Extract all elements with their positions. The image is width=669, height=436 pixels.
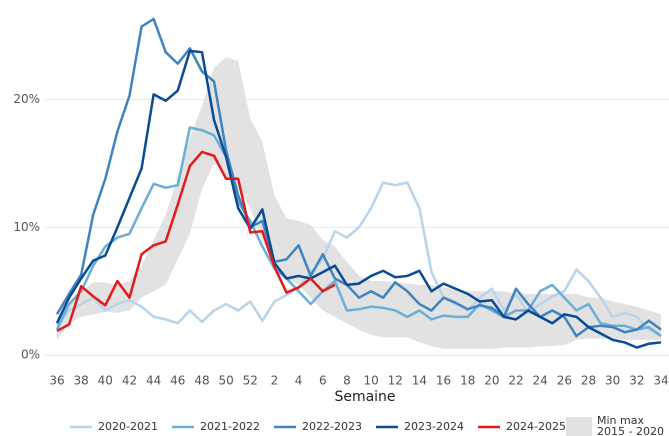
x-tick-label: 22 (508, 374, 523, 388)
legend-swatch (566, 417, 592, 436)
x-tick-label: 28 (581, 374, 596, 388)
x-tick-label: 4 (295, 374, 303, 388)
x-tick-label: 50 (218, 374, 233, 388)
legend-label: 2023-2024 (404, 420, 464, 433)
x-tick-label: 38 (74, 374, 89, 388)
series-line (55, 49, 662, 349)
lines-layer (55, 17, 662, 349)
legend: 2020-2021 2021-2022 2022-2023 2023-2024 2024… (70, 414, 664, 436)
x-tick-label: 12 (388, 374, 403, 388)
grid (45, 99, 669, 356)
x-tick-label: 20 (484, 374, 499, 388)
x-tick-label: 42 (122, 374, 137, 388)
y-tick-label: 0% (21, 348, 40, 362)
series-line (55, 126, 662, 338)
x-tick-label: 24 (533, 374, 548, 388)
legend-label: 2015 - 2020 (597, 425, 664, 436)
min-max-band (57, 57, 661, 349)
x-tick-label: 18 (460, 374, 475, 388)
legend-label: 2021-2022 (200, 420, 260, 433)
x-tick-label: 6 (319, 374, 327, 388)
legend-label: 2022-2023 (302, 420, 362, 433)
y-tick-label: 10% (13, 220, 40, 234)
x-tick-label: 8 (343, 374, 351, 388)
legend-label: Min max (597, 414, 644, 427)
legend-label: 2020-2021 (98, 420, 158, 433)
legend-label: 2024-2025 (506, 420, 566, 433)
x-tick-label: 34 (653, 374, 668, 388)
x-tick-label: 16 (436, 374, 451, 388)
x-tick-label: 26 (557, 374, 572, 388)
band-layer (57, 57, 661, 349)
x-tick-label: 44 (146, 374, 161, 388)
y-tick-label: 20% (13, 92, 40, 106)
x-tick-label: 52 (243, 374, 258, 388)
series-line (55, 17, 662, 338)
x-tick-label: 14 (412, 374, 427, 388)
series-line (56, 150, 336, 333)
x-axis-label: Semaine (334, 389, 395, 405)
x-tick-label: 30 (605, 374, 620, 388)
x-tick-label: 36 (49, 374, 64, 388)
x-tick-label: 2 (271, 374, 279, 388)
x-tick-label: 48 (194, 374, 209, 388)
x-tick-label: 40 (98, 374, 113, 388)
x-tick-label: 46 (170, 374, 185, 388)
x-tick-label: 10 (363, 374, 378, 388)
axes: 0%10%20%36 38 40 42 44 46 48 50 52 2 4 6 8 10 12 14 16 18… (13, 92, 668, 388)
x-tick-label: 32 (629, 374, 644, 388)
